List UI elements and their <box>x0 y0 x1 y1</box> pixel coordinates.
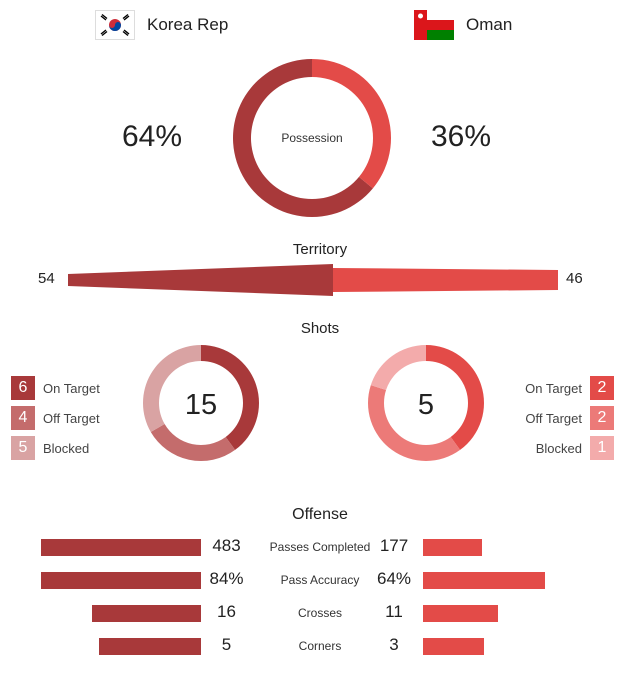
away-off-target-count: 2 <box>590 406 614 430</box>
offense-stat-label: Pass Accuracy <box>280 573 360 587</box>
away-on-target-label: On Target <box>525 380 582 396</box>
home-blocked-label: Blocked <box>43 440 90 456</box>
offense-home-value: 16 <box>217 602 236 621</box>
possession-label: Possession <box>281 131 342 145</box>
away-shots-donut: 5 <box>368 345 484 461</box>
away-shots-segment <box>368 385 461 461</box>
away-blocked-row: Blocked 1 <box>525 435 614 461</box>
home-on-target-label: On Target <box>43 380 100 396</box>
away-blocked-label: Blocked <box>535 440 582 456</box>
offense-home-bar <box>99 638 201 655</box>
offense-stat-label: Crosses <box>297 606 342 620</box>
away-off-target-row: Off Target 2 <box>525 405 614 431</box>
territory-title: Territory <box>292 241 348 258</box>
home-off-target-row: 4 Off Target <box>11 405 100 431</box>
offense-home-bar <box>41 539 201 556</box>
home-team-name: Korea Rep <box>147 15 229 34</box>
offense-stat-label: Corners <box>298 639 342 653</box>
home-team-header: Korea Rep <box>95 10 228 40</box>
territory-home-shape <box>68 264 333 296</box>
away-team-name: Oman <box>466 15 513 34</box>
territory-bar <box>68 264 558 296</box>
home-on-target-row: 6 On Target <box>11 375 100 401</box>
offense-home-value: 483 <box>212 536 241 555</box>
away-blocked-count: 1 <box>590 436 614 460</box>
offense-away-bar <box>423 605 498 622</box>
possession-donut: Possession <box>233 59 391 217</box>
away-shots-segment <box>426 345 484 450</box>
away-shots-legend: On Target 2 Off Target 2 Blocked 1 <box>525 375 614 461</box>
offense-home-bar <box>92 605 201 622</box>
home-shots-segment <box>143 345 201 432</box>
offense-away-bar <box>423 572 545 589</box>
away-team-header: Oman <box>414 10 512 40</box>
away-shots-segment <box>370 345 426 391</box>
home-shots-segment <box>150 424 236 461</box>
home-possession-value: 64% <box>122 120 183 153</box>
home-on-target-count: 6 <box>11 376 35 400</box>
away-territory-value: 46 <box>566 270 583 287</box>
offense-away-value: 64% <box>376 569 412 588</box>
away-off-target-label: Off Target <box>525 410 582 426</box>
away-shots-total: 5 <box>418 389 434 421</box>
offense-away-bar <box>423 539 482 556</box>
offense-home-value: 84% <box>209 569 244 588</box>
korea-flag-icon <box>95 10 135 40</box>
oman-flag-icon <box>414 10 454 40</box>
possession-home-arc <box>233 59 373 217</box>
territory-away-shape <box>333 268 558 292</box>
away-on-target-row: On Target 2 <box>525 375 614 401</box>
shots-title: Shots <box>300 320 340 337</box>
offense-home-bar <box>41 572 201 589</box>
home-blocked-count: 5 <box>11 436 35 460</box>
away-on-target-count: 2 <box>590 376 614 400</box>
home-shots-legend: 6 On Target 4 Off Target 5 Blocked <box>11 375 100 461</box>
home-shots-total: 15 <box>185 389 217 421</box>
offense-away-value: 11 <box>385 602 403 621</box>
home-off-target-count: 4 <box>11 406 35 430</box>
home-shots-segment <box>201 345 259 450</box>
home-territory-value: 54 <box>38 270 55 287</box>
offense-stat-label: Passes Completed <box>269 540 371 554</box>
home-off-target-label: Off Target <box>43 410 100 426</box>
offense-home-value: 5 <box>221 635 232 654</box>
away-possession-value: 36% <box>431 120 492 153</box>
offense-away-bar <box>423 638 484 655</box>
home-blocked-row: 5 Blocked <box>11 435 100 461</box>
offense-title: Offense <box>292 506 348 523</box>
offense-away-value: 177 <box>379 536 409 555</box>
home-shots-donut: 15 <box>143 345 259 461</box>
possession-away-arc <box>312 59 391 189</box>
offense-away-value: 3 <box>389 635 399 654</box>
